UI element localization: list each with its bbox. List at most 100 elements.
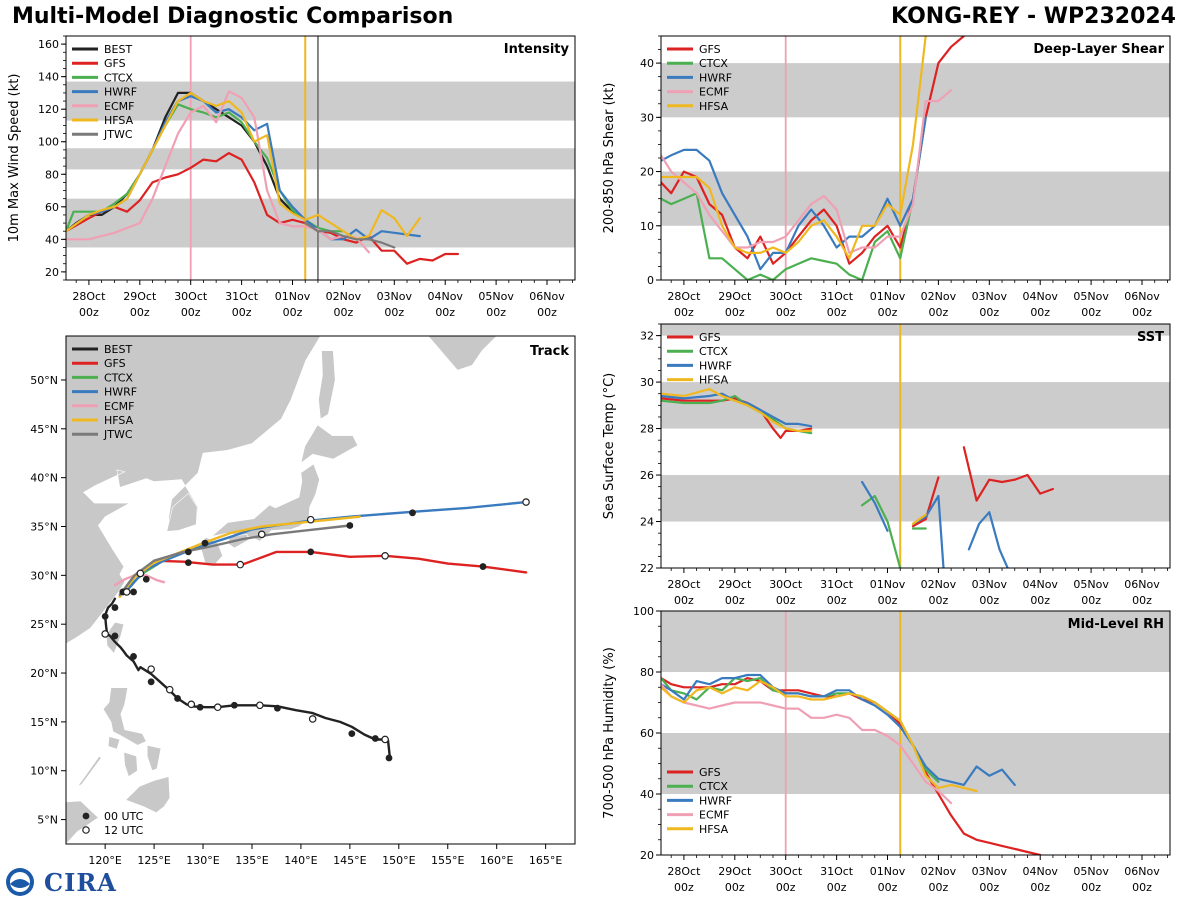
sst-band-0 (661, 475, 1170, 522)
rh-legend-label-hfsa: HFSA (699, 823, 729, 836)
shear-band-1 (661, 63, 1170, 118)
track-marker-legend-00utc-swatch (82, 812, 90, 820)
intensity-xtick-sublabel-3: 00z (232, 306, 252, 319)
shear-xtick-label-2: 30Oct (769, 290, 803, 303)
intensity-legend-label-best: BEST (104, 43, 132, 56)
track-ytick-label-35: 35°N (30, 521, 58, 534)
sst-panel-title: SST (1137, 330, 1164, 345)
rh-legend-label-ctcx: CTCX (699, 780, 728, 793)
rh-xtick-sublabel-2: 00z (776, 881, 796, 894)
shear-ytick-label-0: 0 (647, 274, 654, 287)
track-plot-area (66, 336, 530, 844)
sst-ytick-label-22: 22 (640, 562, 654, 575)
track-land-mindanao (125, 776, 171, 814)
track-xtick-label-125: 125°E (137, 854, 170, 867)
track-ytick-label-5: 5°N (37, 814, 58, 827)
shear-xtick-sublabel-5: 00z (929, 306, 949, 319)
track-marker-00utc (174, 695, 181, 702)
cira-logo: CIRA (4, 866, 117, 898)
sst-xtick-sublabel-7: 00z (1030, 594, 1050, 607)
rh-ytick-label-100: 100 (633, 605, 654, 618)
sst-xtick-label-1: 29Oct (718, 578, 752, 591)
track-marker-legend-12utc-swatch (82, 826, 90, 834)
rh-xtick-label-3: 31Oct (820, 865, 854, 878)
track-marker-00utc (184, 559, 192, 567)
intensity-ytick-label-20: 20 (45, 266, 59, 279)
track-marker-00utc (201, 539, 209, 547)
track-land-sakhalin (318, 350, 336, 420)
sst-xtick-label-3: 31Oct (820, 578, 854, 591)
intensity-xtick-label-6: 03Nov (377, 290, 413, 303)
rh-xtick-label-1: 29Oct (718, 865, 752, 878)
shear-panel-title: Deep-Layer Shear (1033, 42, 1164, 57)
track-land-japan-hokkaido (300, 424, 359, 464)
sst-frame (660, 323, 1171, 569)
track-marker-12utc (101, 630, 109, 638)
shear-xtick-label-4: 01Nov (870, 290, 906, 303)
track-xtick-label-130: 130°E (186, 854, 219, 867)
sst-xtick-label-0: 28Oct (667, 578, 701, 591)
shear-ylabel: 200-850 hPa Shear (kt) (602, 83, 617, 234)
intensity-xtick-label-0: 28Oct (72, 290, 106, 303)
shear-chart: 0 10 20 30 40 28Oct 00z 29Oct 00z 30Oct 00z 31Oct 00… (602, 35, 1171, 319)
intensity-xtick-sublabel-1: 00z (130, 306, 150, 319)
track-series-gfs (152, 550, 528, 574)
shear-xtick-sublabel-8: 00z (1081, 306, 1101, 319)
sst-series-hwrf (661, 392, 1009, 568)
shear-series-ctcx (661, 116, 927, 280)
rh-ytick-label-60: 60 (640, 727, 654, 740)
track-ytick-label-30: 30°N (30, 569, 58, 582)
shear-xtick-sublabel-4: 00z (878, 306, 898, 319)
intensity-panel-title: Intensity (504, 42, 570, 57)
track-land-mindoro (107, 736, 121, 750)
shear-xtick-sublabel-0: 00z (674, 306, 694, 319)
track-xtick-label-135: 135°E (235, 854, 268, 867)
shear-series-hfsa (661, 36, 927, 260)
shear-xtick-label-0: 28Oct (667, 290, 701, 303)
sst-xtick-label-8: 05Nov (1073, 578, 1109, 591)
track-land-luzon (102, 687, 147, 746)
rh-xtick-label-0: 28Oct (667, 865, 701, 878)
shear-xtick-sublabel-1: 00z (725, 306, 745, 319)
track-land-japan-honshu (210, 463, 320, 542)
sst-xtick-sublabel-1: 00z (725, 594, 745, 607)
intensity-legend-label-jtwc: JTWC (103, 128, 133, 141)
intensity-xtick-sublabel-6: 00z (384, 306, 404, 319)
rh-xtick-sublabel-5: 00z (929, 881, 949, 894)
intensity-plot-area (66, 36, 575, 280)
sst-xtick-sublabel-8: 00z (1081, 594, 1101, 607)
shear-xtick-label-9: 06Nov (1124, 290, 1160, 303)
shear-xtick-label-3: 31Oct (820, 290, 854, 303)
track-land-asia-mainland (66, 336, 321, 645)
intensity-xtick-label-4: 01Nov (275, 290, 311, 303)
track-marker-00utc (409, 509, 416, 517)
sst-xtick-label-9: 06Nov (1124, 578, 1160, 591)
rh-chart: 20 40 60 80 100 28Oct 00z 29Oct 00z 30Oct 00z 31Oct… (602, 605, 1171, 894)
track-marker-00utc (385, 754, 393, 762)
intensity-ytick-label-160: 160 (38, 38, 59, 51)
track-marker-12utc (236, 560, 245, 569)
rh-ylabel: 700-500 hPa Humidity (%) (602, 647, 617, 819)
track-series-best (104, 597, 392, 761)
shear-xtick-label-8: 05Nov (1073, 290, 1109, 303)
intensity-ytick-label-80: 80 (45, 168, 59, 181)
shear-legend-label-hwrf: HWRF (699, 71, 732, 84)
track-marker-00utc (111, 604, 119, 611)
intensity-ytick-label-140: 140 (38, 71, 59, 84)
track-marker-legend-00utc-label: 00 UTC (104, 810, 144, 823)
intensity-legend-label-ctcx: CTCX (104, 71, 133, 84)
track-marker-12utc (256, 701, 264, 710)
rh-legend-label-gfs: GFS (699, 766, 721, 779)
track-xtick-label-155: 155°E (431, 854, 464, 867)
rh-xtick-label-7: 04Nov (1022, 865, 1058, 878)
sst-ytick-label-26: 26 (640, 469, 654, 482)
cira-logo-text: CIRA (44, 868, 117, 897)
intensity-xtick-label-1: 29Oct (123, 290, 157, 303)
track-land-panay-negros (123, 751, 138, 778)
rh-legend-label-ecmf: ECMF (699, 809, 729, 822)
sst-ytick-label-24: 24 (640, 516, 654, 529)
sst-band-1 (661, 382, 1170, 429)
track-marker-12utc (306, 515, 315, 524)
intensity-xtick-sublabel-9: 00z (537, 306, 557, 319)
rh-xtick-sublabel-7: 00z (1030, 881, 1050, 894)
